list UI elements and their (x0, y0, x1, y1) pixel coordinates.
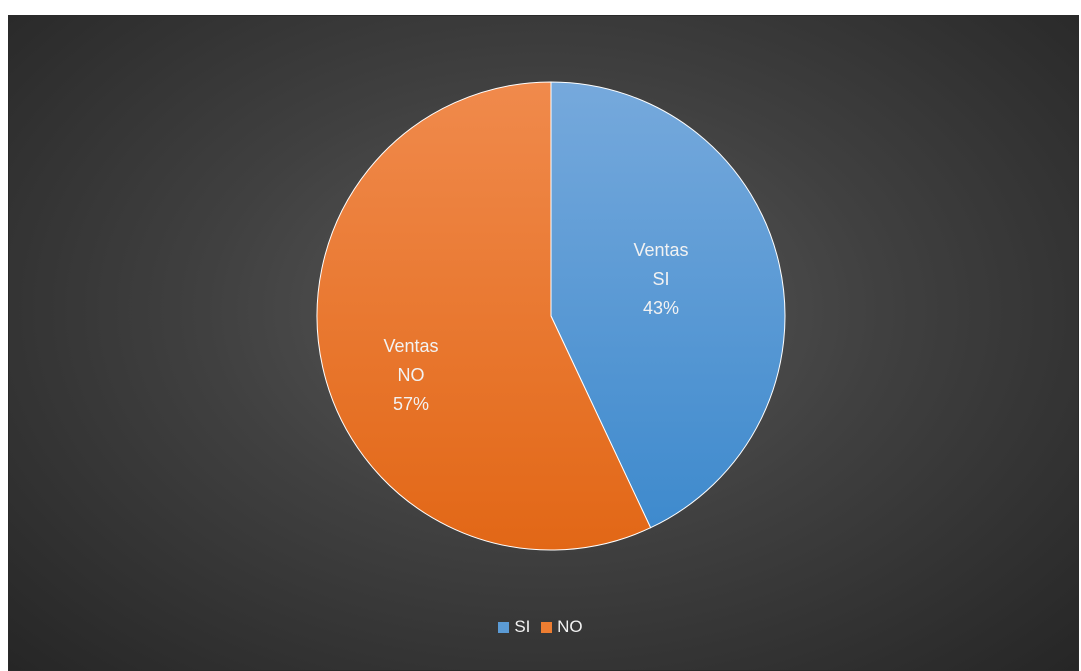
slice-label-si-title: Ventas (633, 240, 688, 260)
legend: SI NO (0, 617, 1081, 638)
pie-slice-si (550, 81, 786, 529)
slice-label-no-title: Ventas (383, 336, 438, 356)
slice-label-si-percent: 43% (643, 298, 679, 318)
legend-label-si: SI (514, 617, 531, 636)
legend-item-si: SI (498, 617, 530, 637)
legend-item-no: NO (541, 617, 583, 637)
legend-swatch-no (541, 621, 553, 633)
slice-label-no-percent: 57% (393, 394, 429, 414)
pie-slice-no (316, 81, 652, 551)
slice-label-no-name: NO (398, 365, 425, 385)
legend-label-no: NO (557, 617, 583, 636)
legend-swatch-si (498, 621, 510, 633)
slice-label-si-name: SI (652, 269, 669, 289)
